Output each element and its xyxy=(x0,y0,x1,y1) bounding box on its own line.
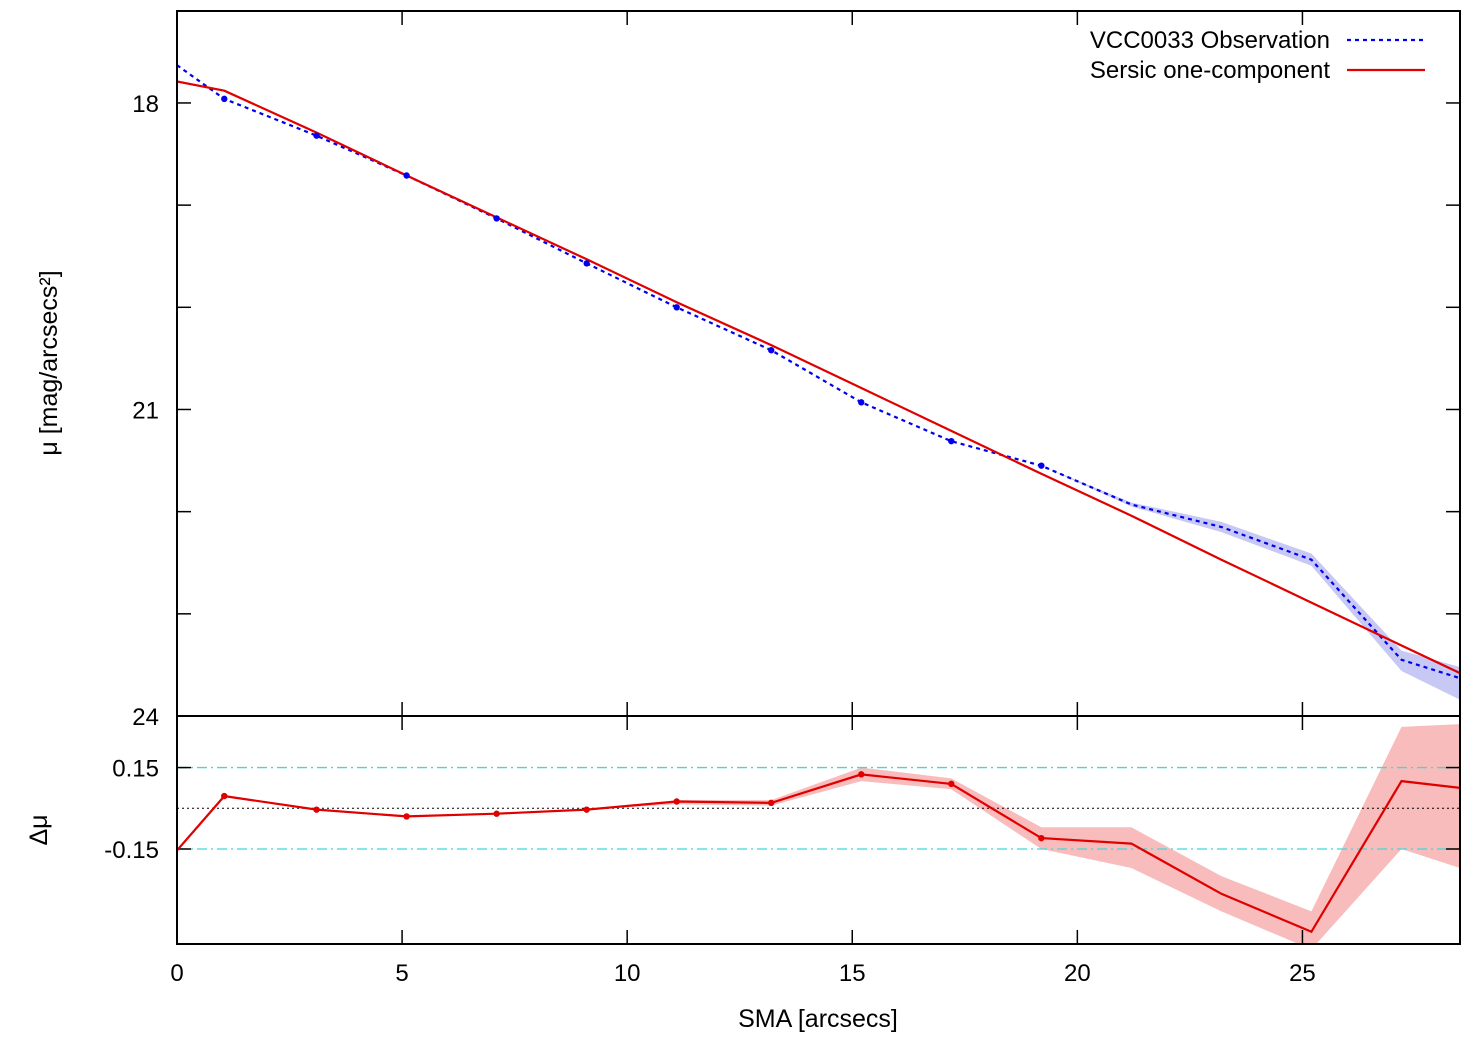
residual-reference-lines xyxy=(177,766,1460,850)
profile-panel: 18 21 24 μ [mag/arcsecs²] VCC0033 Observat… xyxy=(35,10,1461,731)
observation-data-point xyxy=(673,304,680,311)
x-axis-label: SMA [arcsecs] xyxy=(738,1005,898,1033)
residual-data-point xyxy=(1038,834,1045,842)
profile-y-tick-labels: 18 21 24 xyxy=(132,91,159,731)
sersic-fit-line xyxy=(177,80,1460,675)
observation-data-point xyxy=(221,95,228,103)
profile-series-markers xyxy=(221,95,1045,469)
residual-data-point xyxy=(673,798,680,805)
residual-error-band xyxy=(177,724,1460,944)
observation-data-point xyxy=(858,399,865,406)
x-tick-label: 0 xyxy=(170,960,183,987)
profile-y-tick-label: 21 xyxy=(132,397,159,424)
profile-series-lines xyxy=(177,64,1460,680)
observation-data-point xyxy=(493,215,500,222)
residual-data-point xyxy=(403,813,410,820)
profile-plot-frame xyxy=(176,10,1461,717)
observation-data-point xyxy=(1038,462,1045,469)
residual-y-axis-label: Δμ xyxy=(25,814,53,845)
residual-series-line xyxy=(177,773,1460,934)
observation-data-point xyxy=(313,132,320,139)
legend-label-sersic: Sersic one-component xyxy=(1090,57,1330,84)
residual-data-point xyxy=(221,792,228,800)
observation-error-band xyxy=(177,65,1460,700)
residual-data-point xyxy=(313,806,320,813)
observation-error-band-area xyxy=(177,65,1460,700)
profile-y-tick-label: 18 xyxy=(132,91,159,118)
x-tick-label: 5 xyxy=(395,960,408,987)
profile-axis-ticks xyxy=(176,11,1460,717)
observation-series-line xyxy=(177,64,1460,680)
observation-data-point xyxy=(583,260,590,267)
observation-data-point xyxy=(768,347,775,354)
legend: VCC0033 Observation Sersic one-component xyxy=(1090,27,1425,84)
residual-series-markers xyxy=(221,771,1045,842)
residual-data-point xyxy=(948,780,955,788)
profile-y-axis-label: μ [mag/arcsecs²] xyxy=(35,270,63,455)
residual-tick-labels: 0.15 -0.15 0 5 10 15 20 25 xyxy=(104,756,1315,987)
residual-data-point xyxy=(583,806,590,813)
observation-data-point xyxy=(403,172,410,179)
residual-data-point xyxy=(858,771,865,778)
residual-y-tick-label: -0.15 xyxy=(104,837,159,864)
residual-line xyxy=(177,773,1460,934)
profile-y-tick-label: 24 xyxy=(132,704,159,731)
residual-panel: 0.15 -0.15 0 5 10 15 20 25 Δμ SMA [arcsecs] xyxy=(25,715,1461,1033)
residual-y-tick-label: 0.15 xyxy=(112,756,159,783)
residual-data-point xyxy=(768,799,775,807)
observation-data-point xyxy=(948,437,955,445)
residual-data-point xyxy=(493,810,500,817)
x-tick-label: 20 xyxy=(1064,960,1091,987)
x-tick-label: 10 xyxy=(614,960,641,987)
residual-error-band-area xyxy=(177,724,1460,944)
x-tick-label: 25 xyxy=(1289,960,1316,987)
legend-label-observation: VCC0033 Observation xyxy=(1090,27,1330,54)
x-tick-label: 15 xyxy=(839,960,866,987)
residual-plot-frame xyxy=(176,715,1461,945)
